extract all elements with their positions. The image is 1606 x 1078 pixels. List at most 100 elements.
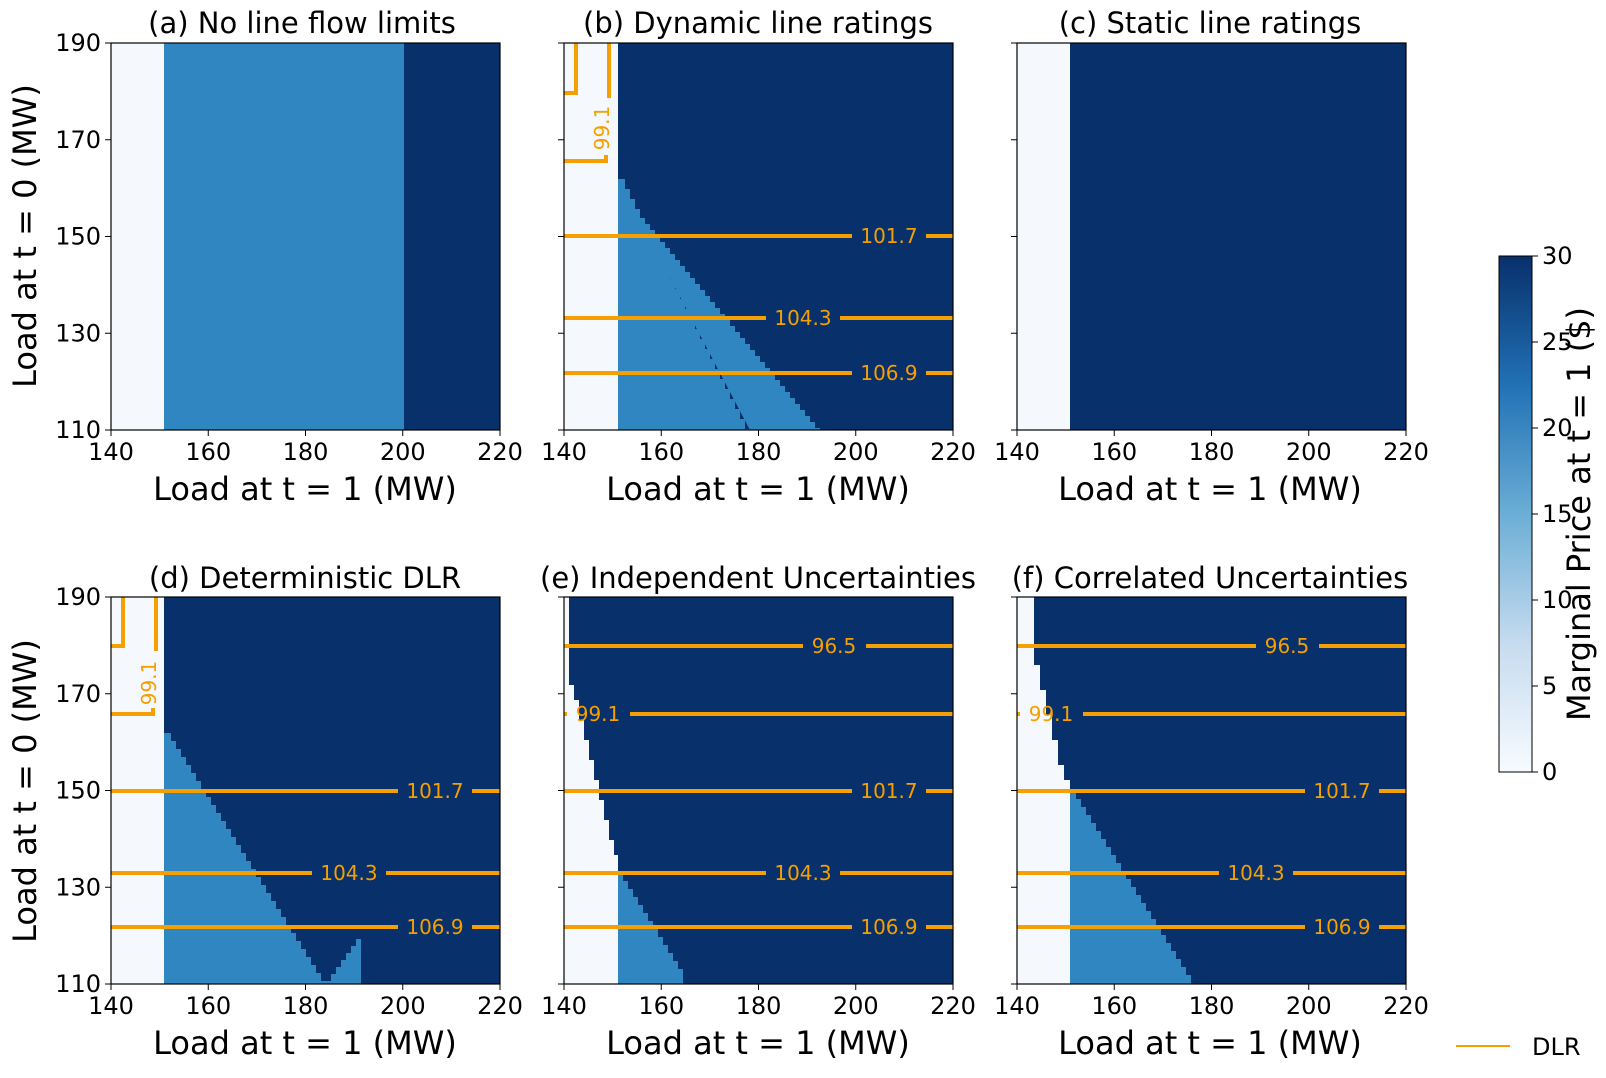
x-tick-label: 200: [380, 438, 426, 466]
x-tick-label: 160: [638, 438, 684, 466]
x-tick-label: 220: [930, 992, 976, 1020]
contour-d-label-106: 106.9: [406, 915, 463, 939]
x-tick-label: 160: [638, 992, 684, 1020]
contours-e: [564, 644, 953, 929]
x-tick-label: 220: [477, 438, 523, 466]
contour-b-label-101: 101.7: [860, 224, 917, 248]
x-tick-label: 160: [1091, 438, 1137, 466]
y-tick-label: 170: [55, 126, 101, 154]
region-a-high: [404, 43, 500, 430]
contour-b-label-104: 104.3: [774, 306, 831, 330]
x-tick-label: 200: [833, 992, 879, 1020]
x-tick-label: 140: [994, 438, 1040, 466]
contours-d: [111, 597, 500, 929]
contour-d-label-99: 99.1: [137, 661, 161, 706]
x-tick-label: 180: [1189, 438, 1235, 466]
xlabel-f: Load at t = 1 (MW): [1058, 1024, 1362, 1062]
contour-b-step-2: [564, 155, 608, 163]
contour-f-label-104: 104.3: [1227, 861, 1284, 885]
x-tick-label: 200: [833, 438, 879, 466]
contour-d-label-104: 104.3: [320, 861, 377, 885]
panel-d-title: (d) Deterministic DLR: [149, 561, 461, 595]
xlabel-e: Load at t = 1 (MW): [606, 1024, 910, 1062]
contour-e-label-99: 99.1: [576, 702, 621, 726]
contour-d-step: [111, 597, 125, 648]
contours-f: [1017, 644, 1406, 929]
panel-a: (a) No line flow limits: [110, 6, 501, 431]
region-c-low: [1017, 43, 1070, 430]
panel-d: (d) Deterministic DLR 99.1 101.7 104.3 1…: [110, 561, 501, 985]
x-tick-label: 200: [1286, 992, 1332, 1020]
panel-a-title: (a) No line flow limits: [148, 6, 456, 40]
xlabel-b: Load at t = 1 (MW): [606, 470, 910, 508]
x-tick-label: 140: [541, 438, 587, 466]
y-tick-label: 110: [55, 416, 101, 444]
contour-d-step-2: [111, 708, 155, 716]
xlabel-a: Load at t = 1 (MW): [153, 470, 457, 508]
colorbar-tick-label: 30: [1542, 242, 1573, 270]
y-tick-label: 110: [55, 970, 101, 998]
panel-f: (f) Correlated Uncertainties 96.5 99.1 1…: [1012, 561, 1409, 985]
x-tick-label: 160: [185, 992, 231, 1020]
y-tick-label: 130: [55, 319, 101, 347]
contour-f-label-96: 96.5: [1265, 634, 1310, 658]
colorbar-gradient: [1498, 255, 1533, 773]
xlabel-d: Load at t = 1 (MW): [153, 1024, 457, 1062]
contour-b-label-106: 106.9: [860, 361, 917, 385]
x-tick-label: 180: [736, 438, 782, 466]
colorbar: 0 5 10 15 20 25 30 Marginal Price at t = 1 ($): [1498, 242, 1598, 786]
x-tick-label: 140: [88, 438, 134, 466]
contour-f-label-99: 99.1: [1029, 702, 1074, 726]
panel-e-title: (e) Independent Uncertainties: [540, 561, 976, 595]
contour-f-label-101: 101.7: [1313, 779, 1370, 803]
contour-b-step: [564, 43, 578, 95]
y-tick-label: 150: [55, 223, 101, 251]
x-tick-label: 160: [185, 438, 231, 466]
region-b-mid-steps: [618, 179, 820, 430]
contour-f-label-106: 106.9: [1313, 915, 1370, 939]
colorbar-tick-label: 0: [1542, 758, 1557, 786]
contour-e-label-106: 106.9: [860, 915, 917, 939]
x-tick-label: 140: [541, 992, 587, 1020]
y-tick-label: 170: [55, 680, 101, 708]
region-a-mid: [164, 43, 404, 430]
legend: DLR: [1456, 1033, 1581, 1061]
panel-c: (c) Static line ratings: [1016, 6, 1407, 431]
x-tick-label: 200: [1286, 438, 1332, 466]
contour-e-label-104: 104.3: [774, 861, 831, 885]
x-tick-label: 220: [1383, 992, 1429, 1020]
x-tick-label: 200: [380, 992, 426, 1020]
ylabel-d: Load at t = 0 (MW): [6, 639, 44, 943]
region-f-mid: [1070, 791, 1191, 984]
y-tick-label: 190: [55, 583, 101, 611]
panel-b: (b) Dynamic line ratings 99.1 101.7 104.…: [563, 6, 954, 431]
x-tick-label: 180: [283, 438, 329, 466]
colorbar-tick-label: 15: [1542, 500, 1573, 528]
x-tick-label: 220: [1383, 438, 1429, 466]
region-c-high: [1070, 43, 1406, 430]
axis-ticks: 140 160 180 200 220 110 130 150 170 190 140 160 180 2…: [55, 29, 1429, 1020]
panel-c-title: (c) Static line ratings: [1059, 6, 1362, 40]
panel-e: (e) Independent Uncertainties 96.5 99.1 …: [540, 561, 976, 985]
x-tick-label: 220: [930, 438, 976, 466]
contour-d-label-101: 101.7: [406, 779, 463, 803]
panel-b-title: (b) Dynamic line ratings: [583, 6, 933, 40]
panel-f-title: (f) Correlated Uncertainties: [1012, 561, 1409, 595]
x-tick-label: 220: [477, 992, 523, 1020]
x-tick-label: 160: [1091, 992, 1137, 1020]
contours-b: [564, 43, 953, 375]
xlabel-c: Load at t = 1 (MW): [1058, 470, 1362, 508]
colorbar-tick-label: 5: [1542, 672, 1557, 700]
contour-b-label-99: 99.1: [590, 106, 614, 151]
y-tick-label: 190: [55, 29, 101, 57]
contour-e-label-96: 96.5: [812, 634, 857, 658]
colorbar-tick-label: 25: [1542, 328, 1573, 356]
colorbar-tick-label: 20: [1542, 414, 1573, 442]
y-tick-label: 150: [55, 777, 101, 805]
contour-e-label-101: 101.7: [860, 779, 917, 803]
x-tick-label: 140: [994, 992, 1040, 1020]
ylabel-a: Load at t = 0 (MW): [6, 84, 44, 388]
x-tick-label: 140: [88, 992, 134, 1020]
x-tick-label: 180: [1189, 992, 1235, 1020]
